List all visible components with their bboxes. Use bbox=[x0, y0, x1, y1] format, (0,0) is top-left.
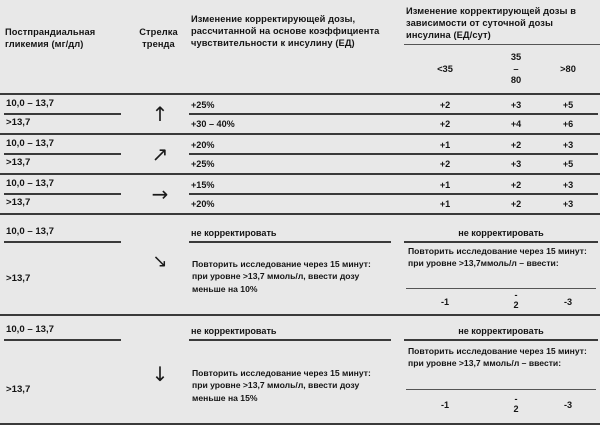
glycemia-value: >13,7 bbox=[6, 384, 31, 395]
daily-dose-35-80: +2 bbox=[510, 140, 522, 150]
daily-dose-35-80-top: - bbox=[514, 290, 518, 300]
header-bottom-rule bbox=[0, 93, 600, 95]
daily-dose-lt35: +1 bbox=[439, 180, 451, 190]
daily-dose-35-80-bottom: 2 bbox=[513, 404, 519, 414]
row-rule-left bbox=[4, 113, 121, 115]
daily-dose-gt80: +3 bbox=[562, 140, 574, 150]
correction-value: +25% bbox=[191, 100, 215, 110]
group-rule bbox=[0, 133, 600, 135]
group-rule bbox=[0, 213, 600, 215]
daily-dose-gt80: -3 bbox=[563, 297, 573, 307]
arrow-up-icon: ↑ bbox=[151, 102, 169, 126]
subheader-lt35: <35 bbox=[437, 64, 453, 74]
row-rule-right bbox=[404, 339, 598, 341]
daily-dose-lt35: -1 bbox=[440, 297, 450, 307]
daily-dose-lt35: +2 bbox=[439, 159, 451, 169]
glycemia-value: >13,7 bbox=[6, 117, 31, 128]
subheader-35-80-dash: – bbox=[513, 63, 519, 74]
daily-dose-35-80-bottom: 2 bbox=[513, 300, 519, 310]
correction-no-change: не корректировать bbox=[191, 326, 277, 336]
subheader-35-80-top: 35 bbox=[510, 52, 522, 62]
daily-dose-gt80: +3 bbox=[562, 199, 574, 209]
daily-dose-instruction: Повторить исследование через 15 минут: п… bbox=[408, 246, 587, 269]
glycemia-value: 10,0 – 13,7 bbox=[6, 98, 55, 109]
daily-dose-lt35: +1 bbox=[439, 140, 451, 150]
row-rule-left bbox=[4, 241, 121, 243]
daily-dose-35-80: +4 bbox=[510, 119, 522, 129]
arrow-down-right-icon: ↘ bbox=[152, 251, 168, 272]
correction-no-change: не корректировать bbox=[191, 228, 277, 238]
header-daily-dose: Изменение корректирующей дозы в зависимо… bbox=[406, 6, 577, 41]
row-rule-left bbox=[4, 153, 121, 155]
daily-dose-35-80: - 2 bbox=[493, 394, 539, 414]
row-rule-left bbox=[4, 193, 121, 195]
daily-dose-no-change: не корректировать bbox=[458, 228, 544, 238]
arrow-up-right-icon: ↗ bbox=[151, 142, 169, 166]
header-trend-arrow: Стрелка тренда bbox=[139, 27, 178, 50]
subheader-35-80-bottom: 80 bbox=[510, 75, 522, 85]
glycemia-value: >13,7 bbox=[6, 197, 31, 208]
daily-dose-35-80: +2 bbox=[510, 199, 522, 209]
group-rule bbox=[0, 314, 600, 316]
daily-dose-instruction-rule bbox=[406, 389, 596, 390]
arrow-down-icon: ↓ bbox=[151, 362, 169, 386]
glycemia-value: 10,0 – 13,7 bbox=[6, 138, 55, 149]
daily-dose-35-80: - 2 bbox=[493, 290, 539, 310]
row-rule-mid bbox=[189, 241, 391, 243]
header-correction-dose: Изменение корректирующей дозы, рассчитан… bbox=[191, 14, 380, 49]
glycemia-value: >13,7 bbox=[6, 273, 31, 284]
glycemia-value: 10,0 – 13,7 bbox=[6, 324, 55, 335]
daily-dose-gt80: +5 bbox=[562, 100, 574, 110]
row-rule-left bbox=[4, 339, 121, 341]
subheader-gt80: >80 bbox=[560, 64, 576, 74]
correction-instruction: Повторить исследование через 15 минут: п… bbox=[192, 259, 371, 294]
daily-dose-gt80: +6 bbox=[562, 119, 574, 129]
correction-value: +20% bbox=[191, 140, 215, 150]
glycemia-value: >13,7 bbox=[6, 157, 31, 168]
daily-dose-no-change: не корректировать bbox=[458, 326, 544, 336]
daily-dose-lt35: +1 bbox=[439, 199, 451, 209]
daily-dose-35-80: +3 bbox=[510, 159, 522, 169]
header-subdivider-rule bbox=[404, 44, 600, 45]
glycemia-value: 10,0 – 13,7 bbox=[6, 178, 55, 189]
daily-dose-35-80: +2 bbox=[510, 180, 522, 190]
correction-value: +15% bbox=[191, 180, 215, 190]
daily-dose-lt35: +2 bbox=[439, 119, 451, 129]
row-rule-right bbox=[189, 113, 598, 115]
daily-dose-gt80: +5 bbox=[562, 159, 574, 169]
correction-instruction: Повторить исследование через 15 минут: п… bbox=[192, 368, 371, 403]
daily-dose-lt35: -1 bbox=[440, 400, 450, 410]
correction-value: +25% bbox=[191, 159, 215, 169]
glycemia-value: 10,0 – 13,7 bbox=[6, 226, 55, 237]
header-glycemia: Постпрандиальная гликемия (мг/дл) bbox=[5, 27, 96, 50]
subheader-35-80: 35 – 80 bbox=[496, 52, 536, 87]
daily-dose-35-80: +3 bbox=[510, 100, 522, 110]
row-rule-mid bbox=[189, 339, 391, 341]
daily-dose-lt35: +2 bbox=[439, 100, 451, 110]
daily-dose-gt80: +3 bbox=[562, 180, 574, 190]
daily-dose-instruction: Повторить исследование через 15 минут: п… bbox=[408, 346, 587, 369]
daily-dose-instruction-rule bbox=[406, 288, 596, 289]
row-rule-right bbox=[189, 153, 598, 155]
arrow-right-icon: → bbox=[151, 182, 169, 206]
correction-value: +30 – 40% bbox=[191, 119, 235, 129]
row-rule-right bbox=[404, 241, 598, 243]
group-rule bbox=[0, 173, 600, 175]
row-rule-right bbox=[189, 193, 598, 195]
daily-dose-gt80: -3 bbox=[563, 400, 573, 410]
correction-value: +20% bbox=[191, 199, 215, 209]
daily-dose-35-80-top: - bbox=[514, 394, 518, 404]
